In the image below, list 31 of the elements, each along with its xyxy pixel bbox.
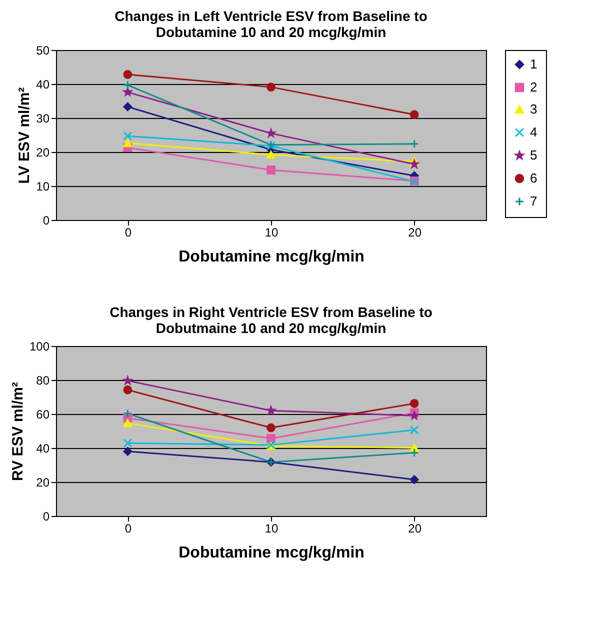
y-tick-label: 30 <box>36 112 50 126</box>
y-tick-label: 40 <box>36 78 50 92</box>
y-tick-label: 100 <box>29 340 50 354</box>
y-tick-label: 0 <box>42 214 50 228</box>
legend-label: 3 <box>530 102 538 116</box>
y-tick-label: 20 <box>36 476 50 490</box>
x-axis-title: Dobutamine mcg/kg/min <box>178 544 364 562</box>
x-tick-label: 20 <box>408 226 422 240</box>
legend-label: 4 <box>530 124 538 140</box>
y-tick-label: 60 <box>36 408 50 422</box>
legend-label: 6 <box>530 170 538 186</box>
legend-label: 1 <box>530 56 538 72</box>
x-tick-label: 20 <box>408 522 422 536</box>
y-tick-label: 50 <box>36 44 50 58</box>
y-tick-label: 80 <box>36 374 50 388</box>
y-tick-label: 10 <box>36 180 50 194</box>
legend-label: 7 <box>530 194 538 208</box>
y-tick-label: 40 <box>36 442 50 456</box>
x-tick-label: 10 <box>264 522 278 536</box>
y-axis-title: RV ESV ml/m² <box>9 382 26 481</box>
y-tick-label: 0 <box>42 510 50 524</box>
legend-label: 5 <box>530 148 538 162</box>
chart-title: Changes in Left Ventricle ESV from Baseline to Dobutamine 10 and 20 mcg/kg/min <box>114 8 428 40</box>
legend-label: 2 <box>530 80 538 94</box>
y-axis-title: LV ESV ml/m² <box>16 87 34 184</box>
x-tick-label: 10 <box>264 226 278 240</box>
chart-title: Changes in Right Ventricle ESV from Baseline to Dobutmaine 10 and 20 mcg/kg/min <box>110 304 432 336</box>
x-tick-label: 0 <box>124 522 132 536</box>
x-axis-title: Dobutamine mcg/kg/min <box>178 248 364 266</box>
y-tick-label: 20 <box>36 146 50 160</box>
x-tick-label: 0 <box>124 226 132 240</box>
